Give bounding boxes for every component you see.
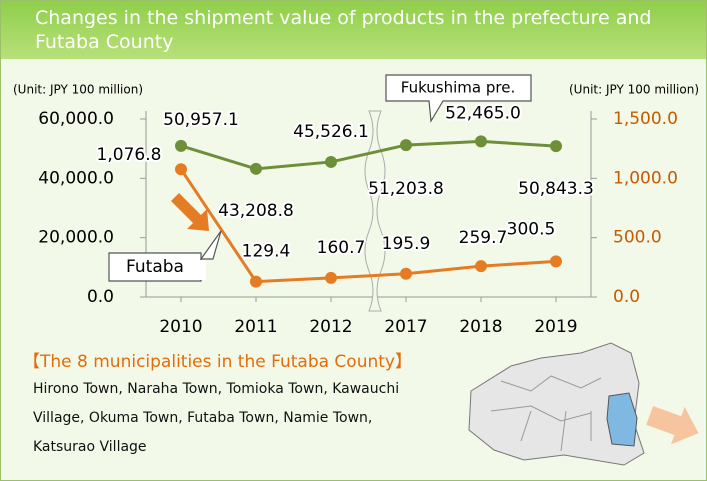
- callout-join: [200, 260, 206, 280]
- axis-break: [364, 110, 386, 312]
- data-label: 129.4: [242, 242, 291, 262]
- y2-tick-label: 500.0: [613, 228, 662, 248]
- data-label: 300.5: [507, 219, 556, 239]
- municipalities-line: Hirono Town, Naraha Town, Tomioka Town, …: [33, 381, 400, 397]
- marker: [550, 255, 562, 268]
- data-label: 195.9: [382, 234, 431, 254]
- data-label: 52,465.0: [445, 103, 521, 123]
- series-line: [179, 168, 557, 284]
- y2-tick-label: 1,000.0: [613, 168, 678, 188]
- data-label: 160.7: [317, 238, 366, 258]
- x-tick-label: 2010: [159, 317, 202, 337]
- marker: [325, 155, 337, 168]
- x-tick-label: 2019: [534, 317, 577, 337]
- y-tick-label: 60,000.0: [38, 109, 114, 129]
- marker: [250, 275, 262, 288]
- y-tick-label: 20,000.0: [38, 228, 114, 248]
- marker: [175, 163, 187, 176]
- legend-label: Futaba: [126, 257, 184, 277]
- marker: [325, 271, 337, 284]
- municipalities-list: Hirono Town, Naraha Town, Tomioka Town, …: [33, 375, 453, 462]
- data-label: 45,526.1: [293, 122, 369, 142]
- data-label: 43,208.8: [218, 201, 294, 221]
- y-tick-label: 40,000.0: [38, 168, 114, 188]
- data-label: 259.7: [459, 228, 508, 248]
- marker: [175, 139, 187, 152]
- y-tick-label: 0.0: [87, 287, 114, 307]
- y2-tick-label: 1,500.0: [613, 109, 678, 129]
- y-unit: (Unit: JPY 100 million): [13, 83, 143, 97]
- callout-box: [108, 230, 222, 282]
- data-label: 50,843.3: [518, 179, 594, 199]
- arrow: [171, 193, 209, 231]
- marker: [475, 135, 487, 148]
- municipalities-heading: 【The 8 municipalities in the Futaba Coun…: [23, 352, 412, 372]
- marker: [250, 162, 262, 175]
- data-label: 50,957.1: [163, 110, 239, 130]
- marker: [400, 267, 412, 280]
- y2-unit: (Unit: JPY 100 million): [569, 83, 699, 97]
- callout-box: [385, 74, 532, 123]
- municipalities-line: Village, Okuma Town, Futaba Town, Namie …: [33, 410, 373, 426]
- data-label: 1,076.8: [97, 145, 162, 165]
- x-tick-label: 2017: [384, 317, 427, 337]
- data-label: 51,203.8: [368, 179, 444, 199]
- chart-title: Changes in the shipment value of product…: [1, 1, 706, 59]
- marker: [475, 260, 487, 273]
- marker: [400, 139, 412, 152]
- x-tick-label: 2011: [234, 317, 277, 337]
- marker: [550, 140, 562, 153]
- municipalities-line: Katsurao Village: [33, 439, 147, 455]
- x-tick-label: 2012: [309, 317, 352, 337]
- legend-label: Fukushima pre.: [401, 79, 515, 97]
- map: [468, 342, 699, 466]
- series-line: [180, 139, 557, 171]
- x-tick-label: 2018: [459, 317, 502, 337]
- y2-tick-label: 0.0: [613, 287, 640, 307]
